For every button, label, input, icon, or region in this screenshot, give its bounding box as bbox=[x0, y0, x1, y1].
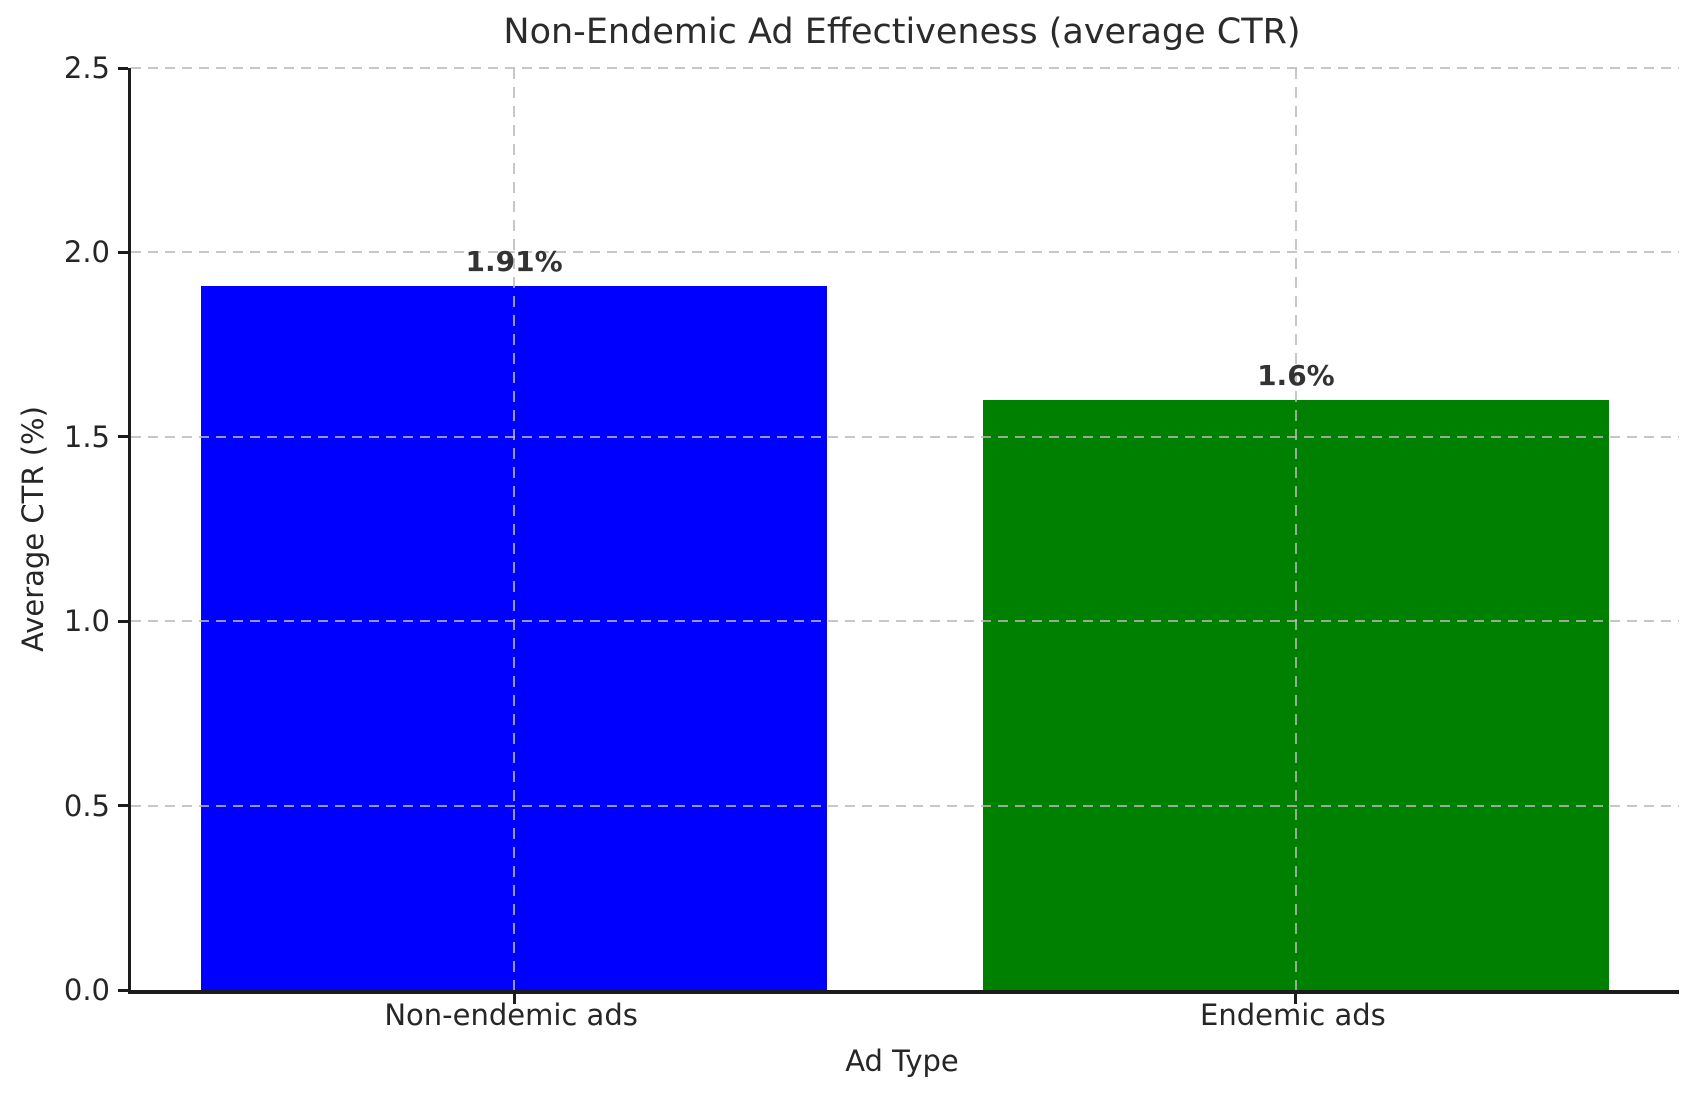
y-tick bbox=[118, 988, 128, 992]
y-gridline bbox=[131, 251, 1679, 254]
y-tick-label: 1.5 bbox=[63, 419, 110, 454]
y-tick-label: 2.5 bbox=[63, 51, 110, 85]
y-tick-label: 0.0 bbox=[63, 973, 110, 1007]
x-tick bbox=[1294, 994, 1298, 1004]
y-tick bbox=[118, 250, 128, 254]
bar-non-endemic-ads bbox=[201, 285, 827, 990]
y-gridline bbox=[131, 67, 1679, 69]
bar-value-label: 1.6% bbox=[1257, 358, 1335, 392]
bar-value-label: 1.91% bbox=[465, 244, 563, 278]
y-tick-label: 1.0 bbox=[63, 604, 110, 639]
y-tick bbox=[118, 619, 128, 623]
y-tick-label: 2.0 bbox=[63, 235, 110, 270]
x-axis-label: Ad Type bbox=[845, 1044, 959, 1078]
y-tick bbox=[118, 804, 128, 808]
chart-title: Non-Endemic Ad Effectiveness (average CT… bbox=[503, 12, 1301, 52]
x-tick-label: Endemic ads bbox=[1200, 998, 1386, 1032]
y-axis-label: Average CTR (%) bbox=[16, 406, 50, 652]
x-tick bbox=[512, 994, 516, 1004]
y-tick-label: 0.5 bbox=[63, 788, 110, 823]
bar-endemic-ads bbox=[983, 399, 1609, 990]
x-tick-label: Non-endemic ads bbox=[384, 998, 638, 1032]
y-tick bbox=[118, 435, 128, 439]
plot-area: 1.91% 1.6% bbox=[118, 66, 1679, 1004]
y-tick bbox=[118, 66, 128, 70]
